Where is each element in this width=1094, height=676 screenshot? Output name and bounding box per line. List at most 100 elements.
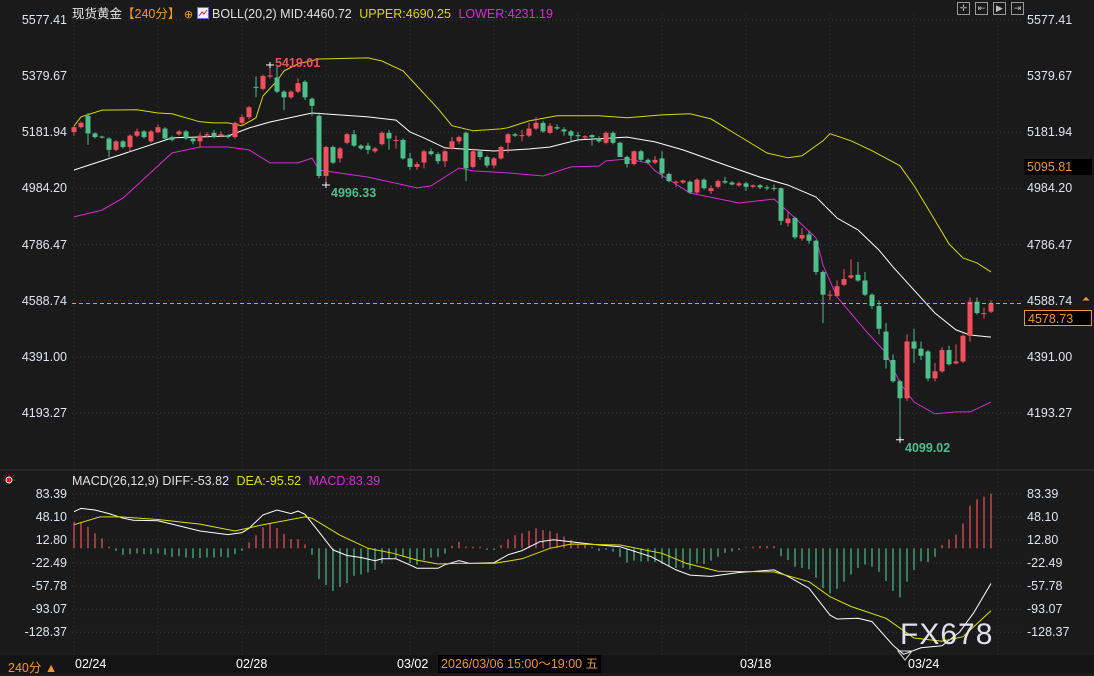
play-step-icon[interactable]: ▶: [993, 2, 1006, 15]
macd-axis-label: 48.10: [35, 509, 67, 524]
macd-dea: DEA:-95.52: [236, 474, 302, 488]
macd-axis-label: -57.78: [31, 579, 67, 594]
candle: [106, 137, 112, 157]
candle-body: [624, 156, 630, 165]
macd-panel[interactable]: [73, 493, 992, 655]
candle: [316, 112, 322, 179]
macd-diff: DIFF:-53.82: [162, 474, 230, 488]
candle-body: [687, 181, 693, 193]
period-selector[interactable]: 240分 ▲: [8, 661, 58, 675]
candle-body: [449, 141, 455, 149]
candle-body: [519, 135, 525, 137]
candle-body: [197, 135, 203, 142]
candle-body: [351, 134, 357, 146]
fit-right-icon[interactable]: ⇥: [1011, 2, 1024, 15]
candle: [687, 180, 693, 194]
candle: [120, 139, 126, 149]
candle: [309, 97, 315, 116]
candle: [148, 129, 154, 143]
candle: [827, 290, 833, 301]
candle: [505, 132, 511, 153]
candle: [785, 212, 791, 227]
candle-body: [778, 188, 784, 221]
candle: [78, 121, 84, 129]
candle-body: [883, 331, 889, 360]
candle-body: [617, 142, 623, 157]
candle-body: [386, 132, 392, 139]
macd-axis-label: -22.49: [1027, 556, 1063, 571]
candle-body: [498, 147, 504, 159]
candle: [491, 156, 497, 169]
candle: [722, 176, 728, 184]
crosshair-icon[interactable]: ✛: [957, 2, 970, 15]
candle: [337, 147, 343, 163]
candle: [701, 178, 707, 190]
candle-body: [736, 183, 742, 186]
candle: [841, 269, 847, 287]
candle: [932, 362, 938, 382]
candle-body: [463, 132, 469, 169]
candle-body: [456, 137, 462, 142]
boll-upper: UPPER:4690.25: [359, 7, 451, 21]
candle-body: [680, 180, 686, 183]
candle-body: [505, 134, 511, 143]
candle: [862, 271, 868, 297]
candle: [197, 132, 203, 148]
candle: [260, 74, 266, 91]
candle: [939, 347, 945, 373]
candle: [848, 259, 854, 280]
boll-chart-icon[interactable]: [196, 7, 209, 19]
candle-body: [288, 91, 294, 98]
macd-settings-icon[interactable]: [3, 474, 15, 486]
candle-body: [344, 134, 350, 143]
price-panel[interactable]: [71, 57, 1023, 443]
candle-body: [295, 83, 301, 92]
candle-body: [141, 131, 147, 138]
candle: [127, 134, 133, 152]
crosshair-cursor-icon: [896, 650, 914, 661]
candle: [743, 181, 749, 192]
candle-body: [764, 187, 770, 189]
candle-body: [708, 188, 714, 192]
candle: [736, 181, 742, 187]
period-label[interactable]: 【240分】: [122, 7, 181, 21]
candle-body: [435, 154, 441, 162]
date-axis-label: 03/02: [397, 657, 429, 671]
candle-body: [771, 187, 777, 189]
candle-body: [715, 181, 721, 187]
candle: [925, 350, 931, 382]
candle: [71, 125, 77, 136]
scroll-up-icon[interactable]: ⏶: [1082, 294, 1090, 305]
candle-body: [99, 136, 105, 138]
macd-axis-label: 83.39: [35, 486, 67, 501]
macd-dea-line: [73, 516, 992, 642]
candle: [603, 131, 609, 145]
date-axis-label: 03/18: [740, 657, 772, 671]
price-axis-label: 4193.27: [21, 405, 67, 420]
candle: [897, 379, 903, 440]
candle: [666, 172, 672, 183]
candle: [694, 178, 700, 194]
fit-left-icon[interactable]: ⇤: [975, 2, 988, 15]
candle-body: [904, 341, 910, 399]
price-axis-label: 5181.94: [21, 125, 67, 140]
price-axis-label: 5379.67: [1027, 69, 1073, 84]
macd-axis-label: -93.07: [1027, 602, 1063, 617]
candle: [561, 127, 567, 136]
candle: [351, 129, 357, 148]
candle-body: [799, 235, 805, 239]
candle-body: [365, 145, 371, 150]
candle-body: [113, 141, 119, 150]
candle-body: [876, 306, 882, 329]
candle-body: [540, 122, 546, 132]
price-axis-label: 4786.47: [21, 237, 67, 252]
candle: [204, 132, 210, 138]
candle-body: [372, 148, 378, 152]
add-indicator-icon[interactable]: ⊕: [183, 9, 194, 21]
candle: [652, 156, 658, 165]
candle: [890, 354, 896, 383]
candle-body: [176, 131, 182, 135]
boll-lower: LOWER:4231.19: [458, 7, 553, 21]
candle: [764, 185, 770, 191]
